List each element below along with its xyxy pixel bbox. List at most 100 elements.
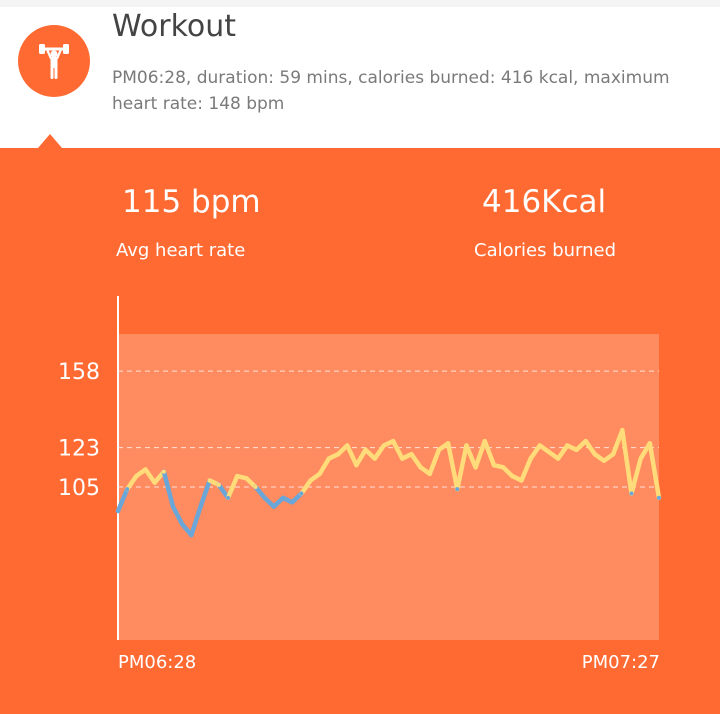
heart-rate-point (290, 500, 295, 505)
heart-rate-point (381, 443, 386, 448)
heart-rate-point (391, 439, 396, 444)
heart-rate-point (253, 485, 258, 489)
x-tick-start: PM06:28 (118, 652, 196, 673)
heart-rate-point (161, 469, 166, 474)
heart-rate-segment (253, 484, 267, 501)
heart-rate-point (326, 456, 331, 461)
heart-rate-point (482, 439, 487, 444)
heart-rate-point (134, 474, 139, 479)
heart-rate-segment (115, 486, 130, 514)
heart-rate-point (647, 441, 652, 446)
heart-rate-segment (555, 443, 570, 461)
heart-rate-segment (583, 438, 598, 457)
heart-rate-point (592, 452, 597, 457)
chart-y-ticks: 158 123 105 (58, 360, 100, 501)
heart-rate-point (519, 478, 524, 483)
heart-rate-segment (143, 467, 157, 485)
heart-rate-segment (629, 456, 643, 496)
calories-label: Calories burned (474, 240, 617, 261)
weightlifter-icon (39, 44, 69, 79)
heart-rate-point (207, 478, 212, 483)
heart-rate-point (427, 471, 432, 476)
heart-rate-segment (482, 438, 497, 468)
heart-rate-segment (344, 443, 359, 468)
heart-rate-segment (455, 443, 469, 492)
heart-rate-point (244, 476, 249, 481)
heart-rate-point (528, 456, 533, 461)
heart-rate-segment (198, 478, 212, 509)
heart-rate-point (400, 456, 405, 461)
heart-rate-segment (170, 504, 185, 527)
y-tick-105: 105 (58, 476, 100, 501)
heart-rate-segment (372, 443, 387, 461)
heart-rate-point (565, 443, 570, 448)
heart-rate-segment (519, 456, 533, 483)
heart-rate-point (436, 447, 441, 452)
heart-rate-point (491, 463, 496, 468)
heart-rate-point (372, 456, 377, 461)
heart-rate-point (473, 465, 478, 470)
heart-rate-point (308, 478, 313, 483)
heart-rate-segment (620, 427, 634, 496)
heart-rate-point (556, 456, 561, 461)
heart-rate-point (409, 452, 414, 457)
heart-rate-point (611, 452, 616, 457)
heart-rate-point (418, 465, 423, 470)
avg-heart-rate-label: Avg heart rate (116, 240, 246, 261)
heart-rate-point (510, 474, 515, 479)
heart-rate-point (455, 487, 460, 492)
calories-value: 416Kcal (482, 184, 607, 220)
heart-rate-segment (647, 441, 662, 501)
heart-rate-point (464, 443, 469, 448)
heart-rate-point (638, 456, 643, 461)
y-tick-158: 158 (58, 360, 100, 385)
heart-rate-segment (354, 447, 368, 468)
heart-rate-point (116, 509, 120, 514)
heart-rate-point (629, 491, 634, 496)
heart-rate-segment (161, 469, 176, 509)
heart-rate-point (537, 443, 542, 448)
heart-rate-point (620, 428, 625, 433)
heart-rate-segment (464, 443, 478, 470)
heart-rate-point (198, 504, 203, 509)
heart-rate-point (583, 439, 588, 444)
heart-rate-segment (225, 473, 240, 501)
heart-rate-point (189, 533, 194, 538)
heart-rate-point (152, 480, 157, 485)
heart-rate-segment (409, 451, 423, 470)
heart-rate-segment (390, 438, 405, 461)
x-tick-end: PM07:27 (582, 652, 660, 673)
heart-rate-point (180, 522, 185, 527)
heart-rate-point (446, 441, 451, 446)
avg-heart-rate-value: 115 bpm (122, 184, 261, 220)
heart-rate-segment (317, 456, 332, 477)
heart-rate-point (143, 467, 148, 472)
heart-rate-point (354, 463, 359, 468)
y-tick-123: 123 (58, 437, 100, 462)
workout-icon-badge (18, 25, 90, 97)
heart-rate-point (546, 450, 551, 455)
heart-rate-point (501, 465, 506, 470)
heart-rate-segment (427, 447, 442, 477)
heart-rate-point (574, 447, 579, 452)
selection-pointer (38, 134, 62, 148)
heart-rate-point (125, 487, 130, 492)
heart-rate-point (171, 504, 176, 509)
heart-rate-segment (528, 443, 543, 461)
heart-rate-point (657, 495, 661, 500)
heart-rate-point (317, 471, 322, 476)
workout-title: Workout (112, 9, 237, 44)
heart-rate-segment (216, 482, 231, 501)
heart-rate-point (336, 452, 341, 457)
heart-rate-segment (124, 473, 139, 492)
heart-rate-segment (189, 504, 203, 538)
workout-header[interactable]: Workout PM06:28, duration: 59 mins, calo… (0, 7, 720, 148)
status-strip (0, 0, 720, 7)
heart-rate-series (115, 427, 662, 538)
heart-rate-point (226, 495, 231, 500)
heart-rate-point (271, 504, 276, 509)
heart-rate-point (281, 495, 286, 500)
heart-rate-point (216, 482, 221, 487)
heart-rate-point (345, 443, 350, 448)
